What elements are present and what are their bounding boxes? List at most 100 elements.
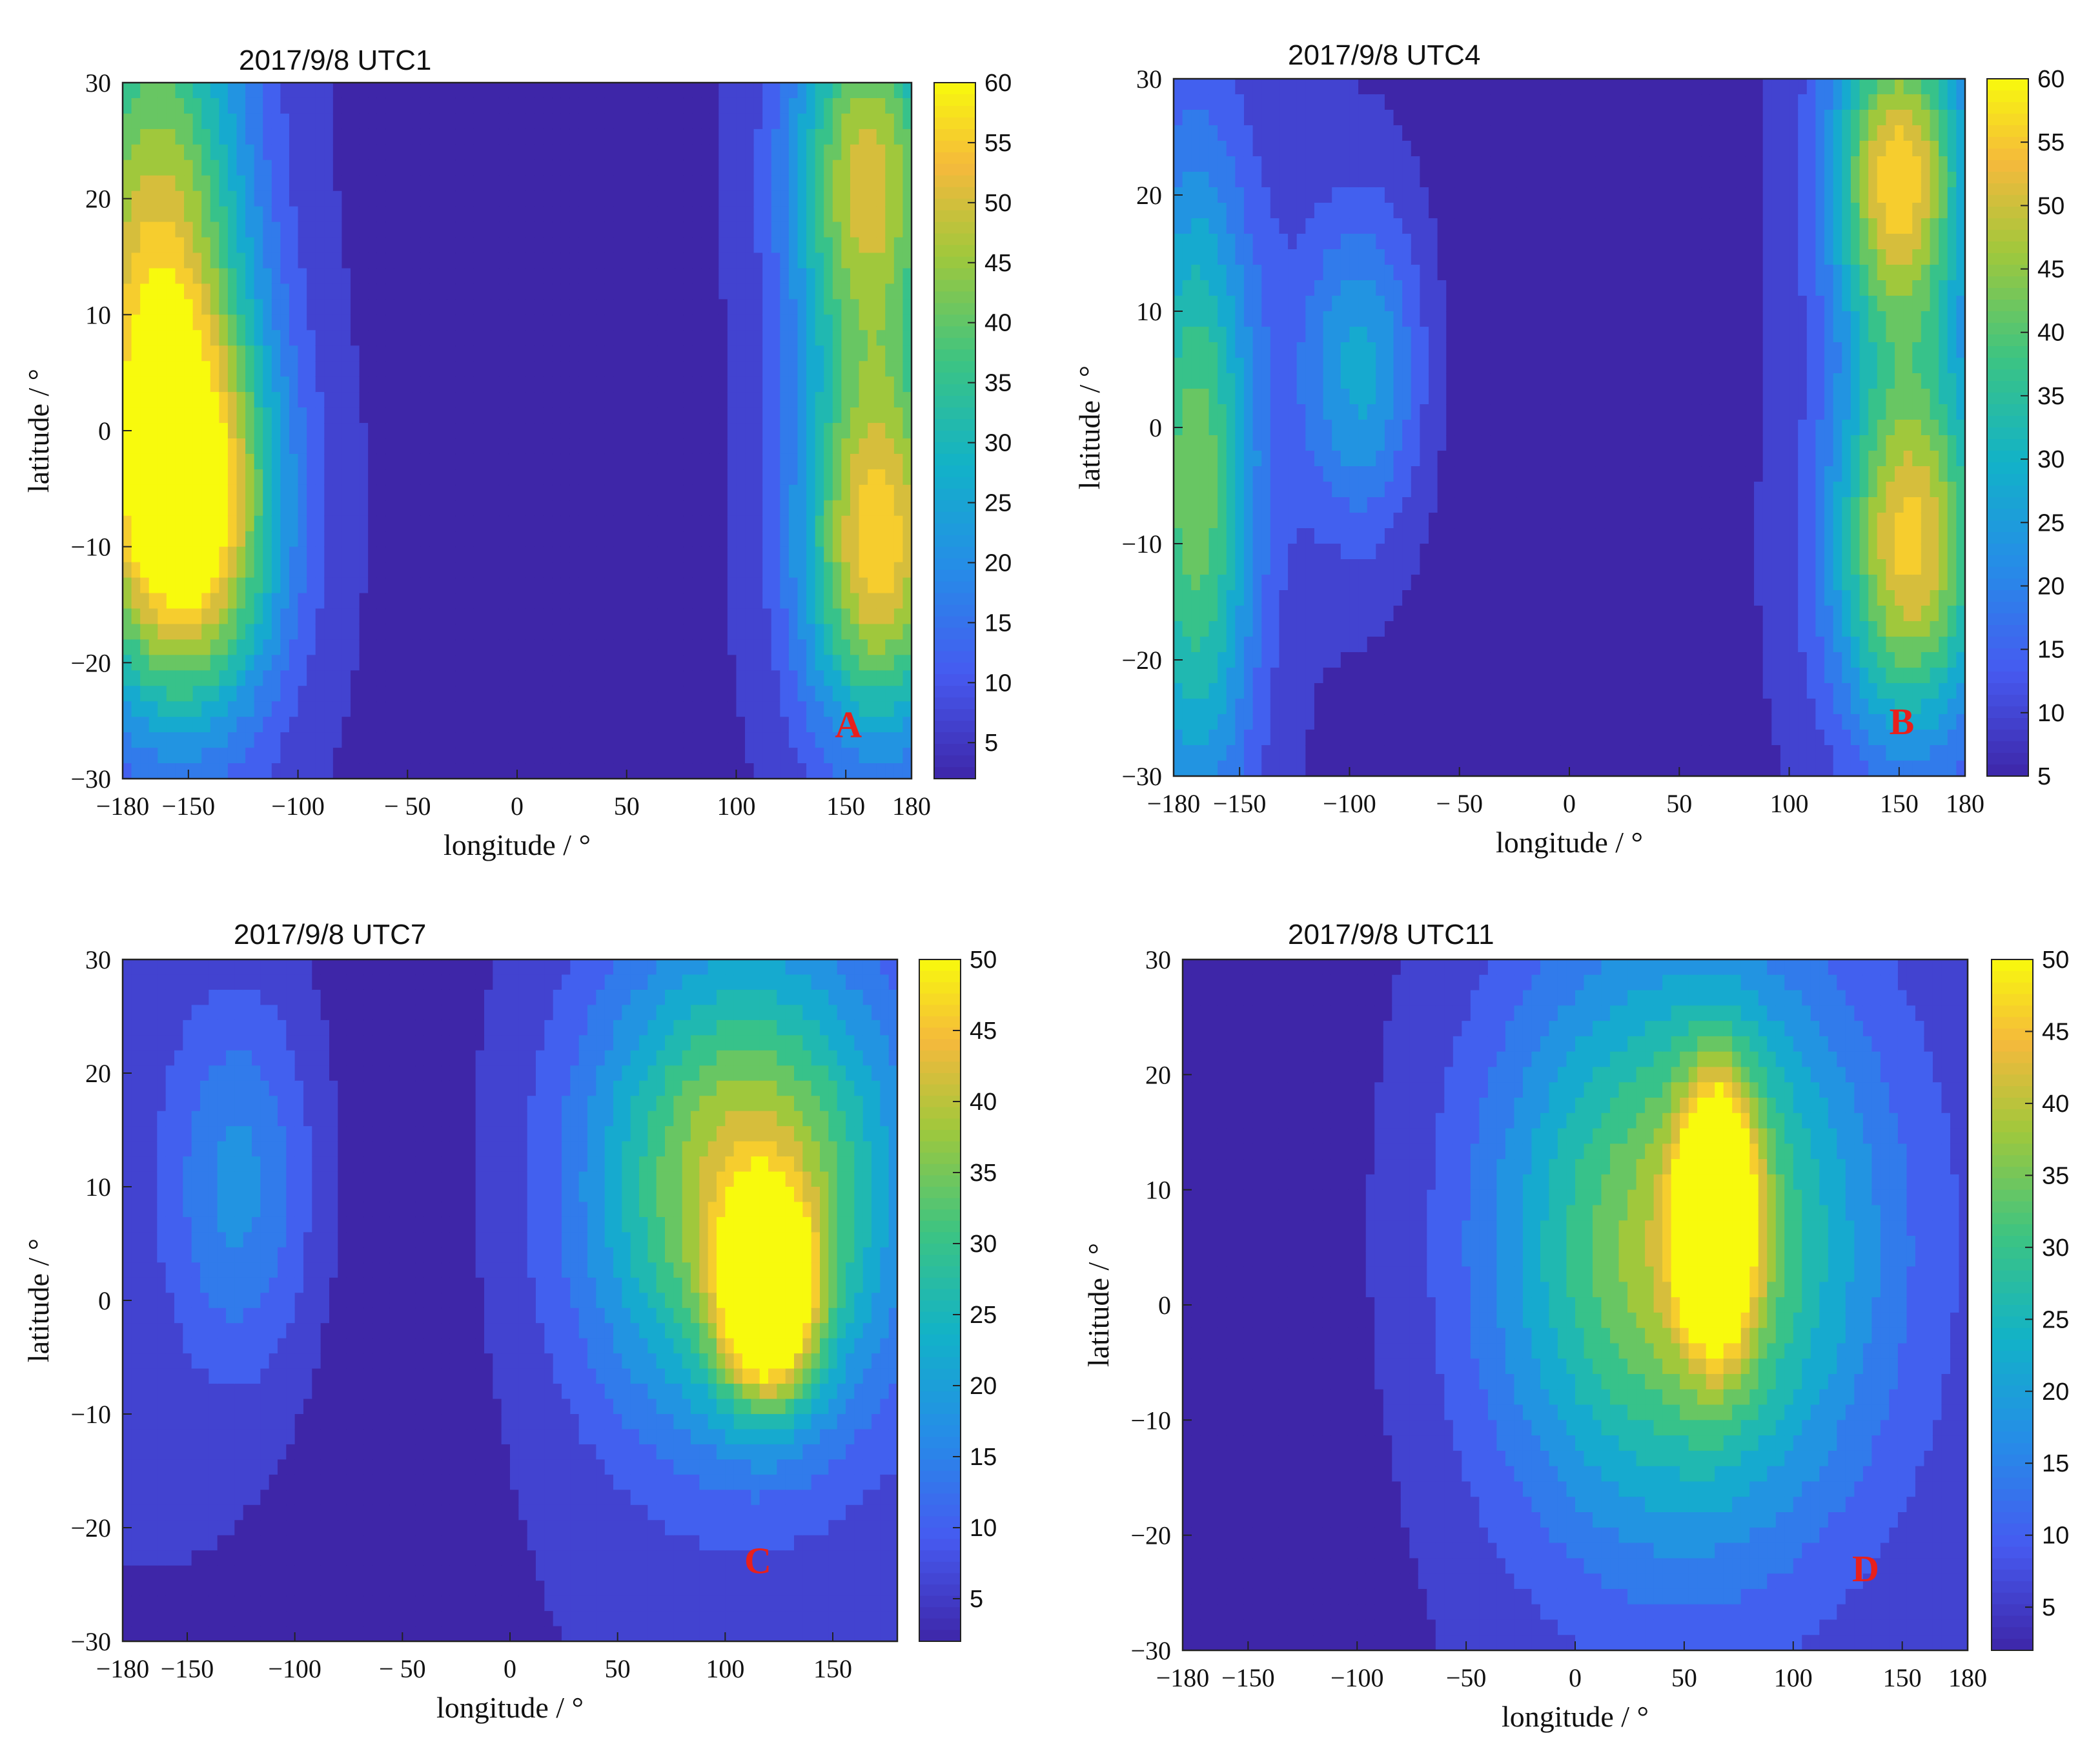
field-cell [1297,311,1306,327]
field-cell [394,191,403,207]
field-cell [850,500,859,517]
field-cell [429,748,438,764]
field-cell [158,345,167,362]
field-cell [1200,342,1209,358]
field-cell [877,469,886,486]
field-cell [447,423,456,439]
field-cell [666,717,675,733]
field-cell [745,83,754,99]
field-cell [1323,203,1332,219]
field-cell [859,129,868,145]
field-cell [894,392,903,408]
y-tick-label: −20 [70,648,111,677]
field-cell [193,423,202,439]
field-cell [1253,203,1262,219]
field-cell [438,145,447,161]
field-cell [885,299,894,315]
field-cell [1208,451,1218,467]
field-cell [1208,513,1218,529]
field-cell [1323,79,1332,95]
field-cell [587,345,596,362]
field-cell [684,222,693,238]
field-cell [762,98,771,114]
field-cell [123,701,132,717]
field-cell [613,83,622,99]
field-cell [613,361,622,377]
field-cell [438,407,447,424]
field-cell [228,454,237,470]
field-cell [1191,559,1200,575]
field-cell [693,345,702,362]
field-cell [132,83,141,99]
field-cell [316,547,325,563]
field-cell [342,670,351,686]
field-cell [140,207,149,223]
field-cell [272,547,281,563]
field-cell [1174,156,1183,172]
field-cell [1227,637,1236,653]
field-cell [1279,79,1288,95]
field-cell [324,392,333,408]
field-cell [1279,714,1288,730]
field-cell [184,222,193,238]
field-cell [622,98,631,114]
field-cell [237,98,246,114]
field-cell [535,253,544,269]
field-cell [360,701,369,717]
field-cell [885,376,894,393]
field-cell [280,207,289,223]
field-cell [736,547,745,563]
field-cell [1174,621,1183,637]
field-cell [228,283,237,300]
field-cell [605,686,614,702]
field-cell [885,686,894,702]
field-cell [1279,218,1288,234]
field-cell [1261,482,1270,498]
field-cell [877,207,886,223]
field-cell [465,176,474,192]
field-cell [640,608,649,624]
field-cell [342,500,351,517]
field-cell [1323,544,1332,560]
field-cell [701,748,710,764]
field-cell [1191,451,1200,467]
field-cell [298,330,307,346]
field-cell [394,299,403,315]
field-cell [421,469,430,486]
field-cell [1288,497,1297,513]
field-cell [526,732,535,748]
field-cell [1261,575,1270,591]
field-cell [1191,761,1200,777]
field-cell [640,207,649,223]
field-cell [622,732,631,748]
field-cell [578,299,587,315]
field-cell [710,562,719,579]
field-cell [412,655,421,671]
field-cell [640,469,649,486]
field-cell [833,176,842,192]
field-cell [394,438,403,455]
field-cell [280,407,289,424]
field-cell [1218,234,1227,250]
field-cell [245,670,254,686]
field-cell [1261,683,1270,699]
field-cell [491,547,500,563]
field-cell [193,345,202,362]
field-cell [403,129,412,145]
field-cell [1261,404,1270,420]
field-cell [491,129,500,145]
field-cell [1208,156,1218,172]
field-cell [675,98,684,114]
field-cell [149,717,158,733]
field-cell [456,500,465,517]
field-cell [517,114,526,130]
field-cell [649,500,658,517]
field-cell [447,222,456,238]
field-cell [219,392,228,408]
field-cell [456,732,465,748]
field-cell [1297,172,1306,188]
field-cell [254,717,263,733]
field-cell [193,176,202,192]
field-cell [710,98,719,114]
field-cell [578,361,587,377]
